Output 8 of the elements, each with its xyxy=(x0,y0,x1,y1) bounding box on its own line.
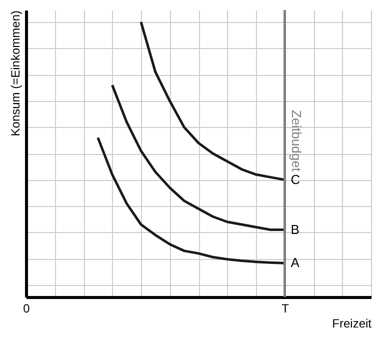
ref-line-label: Zeitbudget xyxy=(288,110,304,172)
series-label: C xyxy=(290,172,300,187)
x-tick-label: 0 xyxy=(23,302,30,316)
series-label: B xyxy=(290,222,300,237)
y-axis-title: Konsum (=Einkommen) xyxy=(8,10,22,136)
x-tick-label: T xyxy=(282,302,290,316)
x-axis-title: Freizeit xyxy=(332,316,372,330)
series-label: A xyxy=(290,255,300,270)
